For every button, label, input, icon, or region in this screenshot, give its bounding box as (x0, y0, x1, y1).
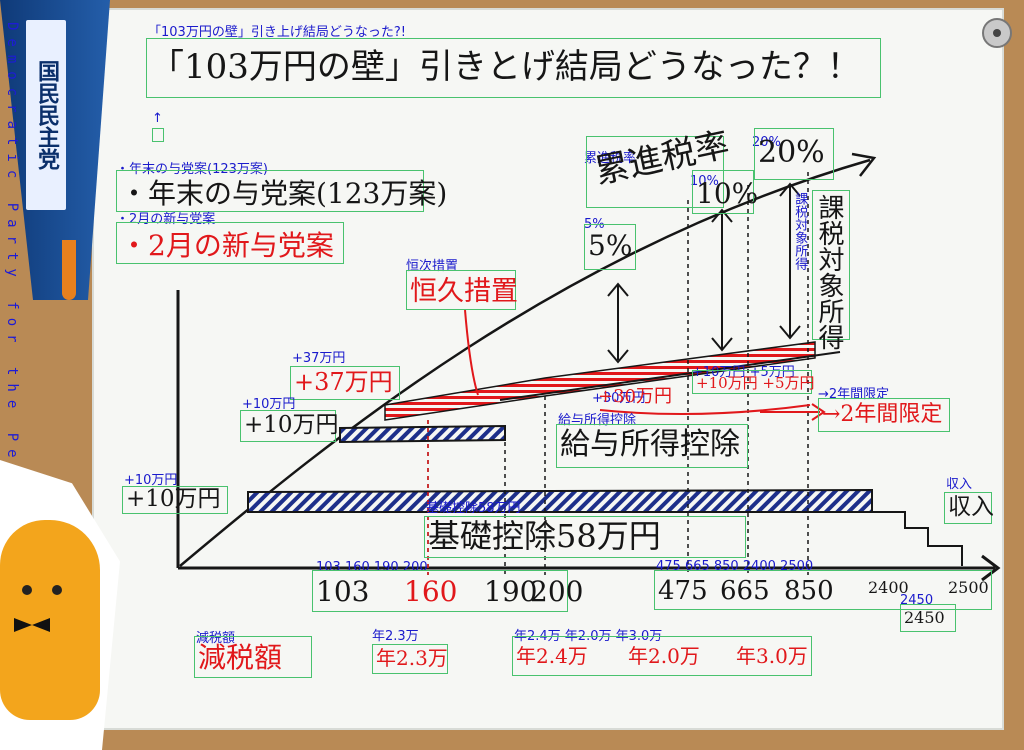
tax-cut-heading: 減税額 (198, 641, 283, 674)
tax-30: 年3.0万 (736, 644, 808, 668)
taxable-income-box (812, 190, 850, 340)
plus37-box (290, 366, 400, 400)
staircase (872, 511, 963, 566)
magnet-pin-icon (982, 18, 1012, 48)
legend-year-end: ・年末の与党案(123万案) (120, 177, 448, 210)
income-curve-arrow-icon (851, 152, 877, 177)
tax-cut-box (194, 636, 312, 678)
legend-arrow-annotation: ↑ (152, 111, 163, 126)
plus30: +30万円 (598, 386, 672, 407)
rate-10-annotation: 10% (690, 174, 719, 189)
plus10b-box (122, 486, 228, 514)
party-logo: 国民民主党 (26, 20, 66, 210)
tax-right-box (512, 636, 812, 676)
plus10a-box (240, 410, 336, 442)
range-arrows (607, 182, 801, 364)
two-year-heading: →2年間限定 (822, 402, 943, 427)
x-tick-475: 475 (658, 576, 708, 606)
legend-year-end-annotation: ・年末の与党案(123万案) (116, 162, 268, 177)
rate-20-annotation: 20% (752, 135, 781, 150)
tax-23-box (372, 644, 448, 674)
x-tick-2450: 2450 (904, 608, 945, 627)
salary-deduction-annotation: 給与所得控除 (558, 413, 637, 428)
two-year-annotation: →2年間限定 (818, 387, 890, 402)
plus10-5-box (692, 370, 812, 394)
permanent-box (406, 270, 516, 310)
tax-cut-annotation: 減税額 (196, 631, 236, 646)
plus37-annotation: +37万円 (292, 351, 346, 366)
basic-deduction-band (247, 488, 873, 513)
permanent-measure-band (384, 341, 816, 421)
x-ticks-left-box (312, 570, 568, 612)
permanent-heading: 恒久措置 (410, 276, 518, 307)
plus30-annotation: +30万円 (592, 391, 646, 406)
rate-20: 20% (758, 135, 825, 170)
rate-5: 5% (588, 229, 633, 262)
rate-10: 10% (696, 177, 759, 210)
x-tick-2400: 2400 (868, 578, 909, 597)
progressive-tax-annotation: 累進税率 (584, 151, 637, 166)
two-year-box (818, 398, 950, 432)
basic-deduction-box (424, 516, 746, 558)
plus10b: +10万円 (126, 486, 221, 512)
page-title: 「103万円の壁」引きとげ結局どうなった？！ (150, 47, 861, 87)
income-axis-annotation: 収入 (946, 477, 973, 492)
salary-deduction-band (339, 424, 506, 444)
x-tick-2500: 2500 (948, 578, 989, 597)
plus10a: +10万円 (244, 412, 339, 438)
tax-23: 年2.3万 (376, 646, 448, 670)
tax-20: 年2.0万 (628, 644, 700, 668)
x-ticks-right-annotation: 475 665 850 2400 2500 (656, 559, 814, 574)
plus10-5: +10万円 +5万円 (696, 374, 815, 392)
plus10a-annotation: +10万円 (242, 397, 296, 412)
bowtie-icon (14, 618, 50, 632)
x-axis-arrow-icon (981, 554, 1001, 582)
salary-deduction-box (556, 424, 748, 468)
taxable-income-annotation: 課税対象所得 (792, 192, 808, 270)
tax-23-annotation: 年2.3万 (372, 629, 419, 644)
income-axis-box (944, 492, 992, 524)
permanent-annotation: 恒次措置 (406, 259, 459, 274)
rate-20-box (754, 128, 834, 180)
flag-tassel (62, 240, 76, 300)
party-name-annotation: Democratic Party for the People (4, 22, 20, 532)
rate-5-box (584, 224, 636, 270)
mascot-eye-icon (22, 585, 32, 595)
plus37: +37万円 (294, 368, 393, 396)
x-ticks-right-box (654, 570, 992, 610)
rate-10-box (692, 170, 754, 214)
x-tick-2450-box (900, 604, 956, 632)
taxable-income-heading: 課税対象所得 (814, 194, 844, 350)
x-tick-103: 103 (316, 575, 370, 608)
x-tick-2450-annotation: 2450 (900, 593, 934, 608)
title-box (146, 38, 881, 98)
x-tick-665: 665 (720, 576, 770, 606)
legend-arrow-box (152, 128, 164, 142)
legend-feb-box (116, 222, 344, 264)
x-tick-160: 160 (404, 575, 458, 608)
basic-deduction-annotation: 基礎控除58万円 (426, 501, 521, 516)
income-axis-label: 収入 (948, 494, 994, 520)
x-tick-850: 850 (784, 576, 834, 606)
salary-deduction-heading: 給与所得控除 (560, 427, 740, 462)
plus10b-annotation: +10万円 (124, 473, 178, 488)
x-tick-190: 190 (484, 575, 538, 608)
legend-year-end-box (116, 170, 424, 212)
tax-24: 年2.4万 (516, 644, 588, 668)
mascot-eye-icon (52, 585, 62, 595)
basic-deduction-heading: 基礎控除58万円 (428, 517, 661, 555)
progressive-tax-box (586, 136, 724, 208)
x-tick-200: 200 (530, 575, 584, 608)
plus10-5-annotation: +10万円 +5万円 (692, 365, 795, 380)
title-annotation: 「103万円の壁」引き上げ結局どうなった?! (148, 25, 406, 40)
legend-feb: ・2月の新与党案 (120, 229, 334, 262)
